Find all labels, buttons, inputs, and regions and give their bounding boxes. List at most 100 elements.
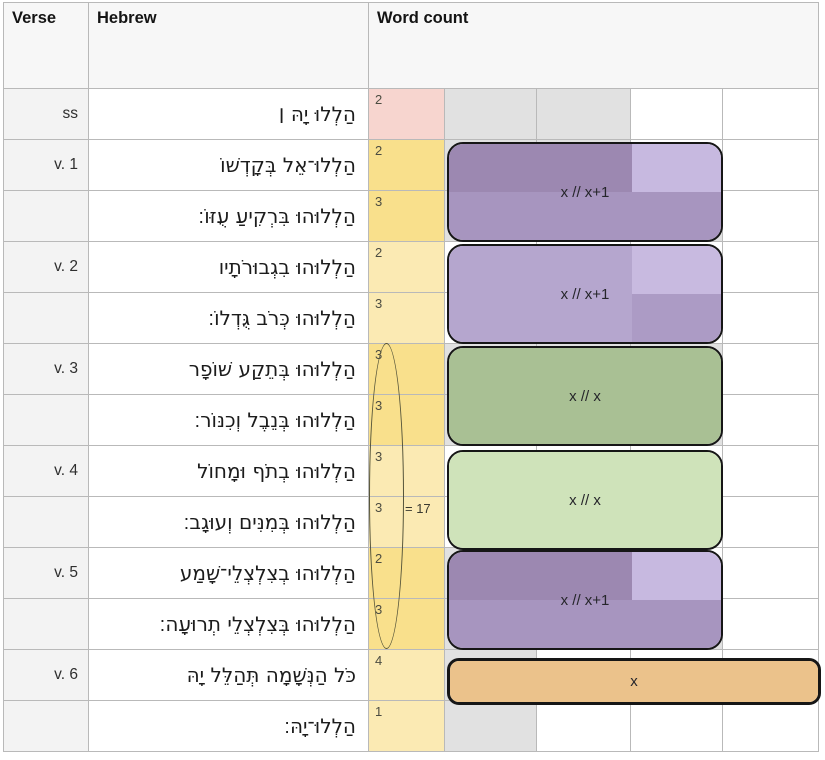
grid-cell [721,445,820,497]
sum-note: = 17 [405,501,431,516]
grid-cell [444,700,537,752]
block-cell-shade [539,661,634,702]
block-cell-shade [538,396,633,444]
block-label: x // x [569,491,601,509]
word-count-cell: 2 [368,241,445,293]
grid-cell [721,88,820,140]
grid-cell [721,292,820,344]
block-cell-shade [538,500,633,548]
block-cell-shade [538,192,633,240]
table-row: הַלְלוּ־יָהּ׃ 1 [3,700,820,752]
hebrew-text-cell: הַלְלוּהוּ בִגְבוּרֹתָיו [88,241,369,293]
v6-span-block: x [447,658,821,705]
block-label: x // x+1 [560,285,610,303]
grid-cell [721,598,820,650]
structure-table-wrap: Verse Hebrew Word count ss הַלְלוּ יָהּ ׀… [3,2,821,752]
block-cell-shade [538,246,633,295]
grid-cell [721,190,820,242]
word-count-sum-ellipse [369,343,404,649]
hebrew-text-cell: הַלְלוּהוּ בְתֹף וּמָחוֹל [88,445,369,497]
word-count-cell: 2 [368,139,445,191]
block-cell-shade [449,552,539,601]
block-cell-shade [632,500,721,548]
block-cell-shade [632,348,721,397]
block-cell-shade [449,396,539,444]
block-cell-shade [538,144,633,193]
hebrew-text-cell: כֹּל הַנְּשָׁמָה תְּהַלֵּל יָהּ [88,649,369,701]
grid-cell [536,88,631,140]
hebrew-text-cell: הַלְלוּ יָהּ ׀ [88,88,369,140]
block-cell-shade [538,452,633,501]
word-count-cell: 3 [368,292,445,344]
block-cell-shade [538,348,633,397]
grid-cell [536,700,631,752]
block-cell-shade [632,246,721,295]
verse-cell [3,700,89,752]
hebrew-text-cell: הַלְלוּהוּ בְּתֵקַע שׁוֹפָר [88,343,369,395]
block-cell-shade [632,294,721,342]
block-cell-shade [632,396,721,444]
verse-cell [3,394,89,446]
verse-cell: v. 4 [3,445,89,497]
block-cell-shade [632,192,721,240]
word-count-cell: 2 [368,88,445,140]
hebrew-text-cell: הַלְלוּהוּ בְצִלְצְלֵי־שָׁמַע [88,547,369,599]
word-count-cell: 3 [368,190,445,242]
block-cell-shade [450,661,540,702]
hebrew-column-header: Hebrew [88,2,369,89]
block-cell-shade [632,144,721,193]
verse-cell: v. 1 [3,139,89,191]
table-row: ss הַלְלוּ יָהּ ׀ 2 [3,88,820,140]
grid-cell [721,139,820,191]
grid-cell [721,547,820,599]
hebrew-text-cell: הַלְלוּהוּ בְּצִלְצְלֵי תְרוּעָה׃ [88,598,369,650]
v2-parallelism-block: x // x+1 [447,244,723,344]
block-cell-shade [449,144,539,193]
grid-cell [721,496,820,548]
grid-cell [630,700,723,752]
hebrew-text-cell: הַלְלוּהוּ בְּמִנִּים וְעוּגָב׃ [88,496,369,548]
verse-cell: v. 5 [3,547,89,599]
verse-cell [3,598,89,650]
word-count-cell: 4 [368,649,445,701]
hebrew-text-cell: הַלְלוּהוּ בְּנֵבֶל וְכִנּוֹר׃ [88,394,369,446]
grid-cell [630,88,723,140]
block-cell-shade [449,246,539,295]
verse-cell [3,292,89,344]
hebrew-text-cell: הַלְלוּהוּ כְּרֹב גֻּדְלוֹ׃ [88,292,369,344]
v4-parallelism-block: x // x [447,450,723,550]
header-row: Verse Hebrew Word count [3,2,820,89]
v5-parallelism-block: x // x+1 [447,550,723,650]
word-count-cell: 1 [368,700,445,752]
word-count-column-header: Word count [367,2,820,89]
block-cell-shade [633,661,726,702]
block-cell-shade [632,600,721,648]
block-cell-shade [538,294,633,342]
block-cell-shade [449,500,539,548]
hebrew-text-cell: הַלְלוּ־יָהּ׃ [88,700,369,752]
grid-cell [721,241,820,293]
verse-column-header: Verse [3,2,89,89]
block-label: x // x [569,387,601,405]
block-cell-shade [449,192,539,240]
verse-cell: v. 6 [3,649,89,701]
block-cell-shade [725,661,818,702]
grid-cell [721,700,820,752]
verse-cell: v. 3 [3,343,89,395]
table-row: v. 2 הַלְלוּהוּ בִגְבוּרֹתָיו 2 [3,241,820,293]
grid-cell [721,343,820,395]
block-label: x [630,673,638,690]
verse-cell [3,496,89,548]
grid-cell [444,88,537,140]
v3-parallelism-block: x // x [447,346,723,446]
block-label: x // x+1 [560,183,610,201]
block-label: x // x+1 [560,591,610,609]
grid-cell [721,394,820,446]
verse-cell: v. 2 [3,241,89,293]
v1-parallelism-block: x // x+1 [447,142,723,242]
hebrew-text-cell: הַלְלוּ־אֵל בְּקָדְשׁוֹ [88,139,369,191]
verse-cell: ss [3,88,89,140]
hebrew-text-cell: הַלְלוּהוּ בִּרְקִיעַ עֻזּוֹ׃ [88,190,369,242]
verse-cell [3,190,89,242]
